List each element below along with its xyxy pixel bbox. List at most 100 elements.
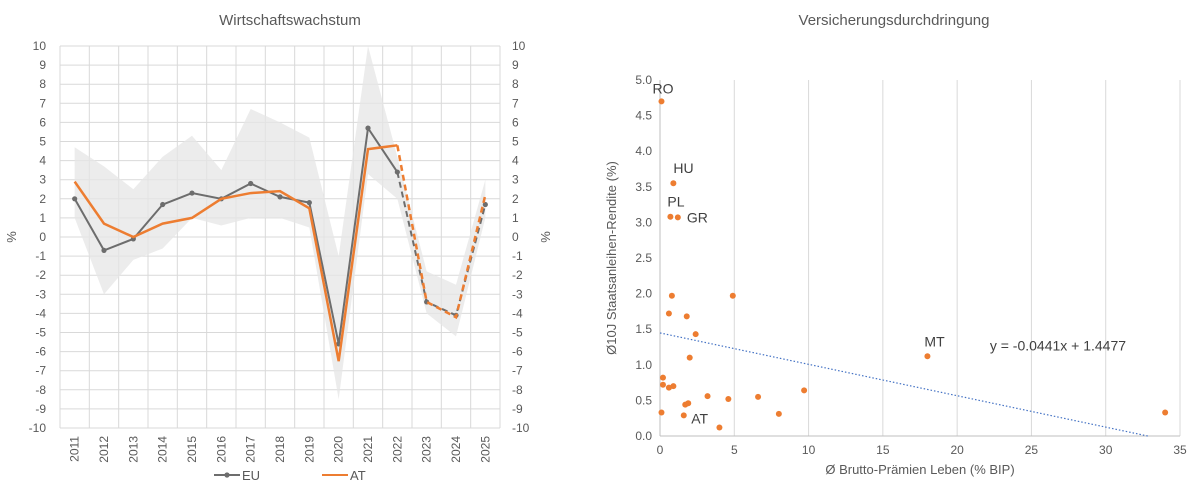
growth-y-axis-label-left: % xyxy=(4,231,19,243)
insurance-y-tick: 4.0 xyxy=(635,144,652,158)
growth-y-tick-right: 3 xyxy=(512,173,519,187)
point-label-gr: GR xyxy=(687,209,708,225)
insurance-x-tick: 30 xyxy=(1099,443,1113,457)
insurance-x-tick: 5 xyxy=(731,443,738,457)
insurance-y-tick: 5.0 xyxy=(635,73,652,87)
insurance-point-hu xyxy=(670,180,677,187)
insurance-x-tick: 15 xyxy=(876,443,890,457)
insurance-x-tick: 10 xyxy=(802,443,816,457)
growth-y-tick-right: -9 xyxy=(512,402,523,416)
growth-x-tick: 2012 xyxy=(97,436,111,463)
growth-point-eu xyxy=(277,194,283,200)
growth-y-tick-right: 0 xyxy=(512,230,519,244)
growth-y-tick-right: -1 xyxy=(512,249,523,263)
growth-point-eu xyxy=(248,180,254,187)
insurance-chart: Versicherungsdurchdringung y = -0.0441x … xyxy=(604,12,1187,477)
growth-point-eu xyxy=(365,125,371,131)
growth-y-tick-right: 6 xyxy=(512,115,519,129)
growth-y-tick-left: -7 xyxy=(35,364,46,378)
insurance-point xyxy=(685,400,692,407)
insurance-y-tick: 3.0 xyxy=(635,215,652,229)
insurance-point xyxy=(775,410,782,417)
growth-y-tick-left: 7 xyxy=(39,96,46,110)
insurance-trendline xyxy=(659,332,1148,437)
insurance-point-mt xyxy=(924,353,931,360)
insurance-point xyxy=(668,292,675,299)
growth-point-eu xyxy=(189,190,195,196)
growth-y-tick-left: 4 xyxy=(39,154,46,168)
insurance-point xyxy=(658,409,665,416)
growth-y-tick-left: -8 xyxy=(35,383,46,397)
insurance-y-tick: 2.5 xyxy=(635,251,652,265)
legend-marker-eu xyxy=(224,472,230,478)
growth-point-eu xyxy=(72,196,78,202)
growth-y-tick-left: -3 xyxy=(35,287,46,301)
growth-series-at-line xyxy=(73,144,398,362)
insurance-point xyxy=(680,412,687,419)
growth-x-tick: 2024 xyxy=(449,436,463,463)
growth-point-eu xyxy=(160,201,166,208)
growth-point-eu xyxy=(101,247,107,253)
legend-label-at: AT xyxy=(350,468,366,482)
insurance-point-ro xyxy=(658,98,665,105)
growth-y-tick-right: 1 xyxy=(512,211,519,225)
growth-y-tick-left: 9 xyxy=(39,58,46,72)
growth-chart-title: Wirtschaftswachstum xyxy=(219,12,361,29)
insurance-y-tick: 1.5 xyxy=(635,322,652,336)
insurance-point xyxy=(725,395,732,402)
point-label-at: AT xyxy=(691,411,708,427)
growth-chart: Wirtschaftswachstum 10 109 98 87 76 65 54 43 32 2… xyxy=(4,12,553,482)
growth-x-tick: 2017 xyxy=(244,436,258,463)
growth-y-tick-left: 8 xyxy=(39,77,46,91)
growth-y-tick-left: -9 xyxy=(35,402,46,416)
insurance-point-gr xyxy=(674,214,681,221)
growth-y-tick-left: 10 xyxy=(33,39,47,53)
growth-range-band xyxy=(74,46,486,400)
growth-x-tick: 2016 xyxy=(214,436,228,463)
growth-y-tick-left: -6 xyxy=(35,345,46,359)
insurance-point xyxy=(692,331,699,338)
insurance-y-tick: 0.0 xyxy=(635,429,652,443)
growth-y-tick-right: 2 xyxy=(512,192,519,206)
insurance-y-tick: 0.5 xyxy=(635,393,652,407)
insurance-y-axis-label: Ø10J Staatsanleihen-Rendite (%) xyxy=(604,161,619,355)
insurance-point xyxy=(659,381,666,388)
growth-y-tick-right: 5 xyxy=(512,135,519,149)
insurance-y-tick: 1.0 xyxy=(635,358,652,372)
point-label-mt: MT xyxy=(924,333,945,349)
insurance-point xyxy=(686,354,693,361)
insurance-point xyxy=(659,374,666,381)
growth-y-tick-right: 4 xyxy=(512,154,519,168)
growth-y-axis-label-right: % xyxy=(538,231,553,243)
insurance-y-tick: 3.5 xyxy=(635,180,652,194)
growth-y-tick-right: -3 xyxy=(512,287,523,301)
growth-point-eu xyxy=(394,169,400,175)
insurance-point xyxy=(729,292,736,299)
growth-y-tick-left: -2 xyxy=(35,268,46,282)
insurance-x-tick: 20 xyxy=(950,443,964,457)
trendline-equation: y = -0.0441x + 1.4477 xyxy=(990,338,1126,354)
point-label-pl: PL xyxy=(667,194,684,210)
growth-y-tick-left: 0 xyxy=(39,230,46,244)
growth-x-tick: 2025 xyxy=(478,436,492,463)
insurance-y-tick: 2.0 xyxy=(635,287,652,301)
growth-y-tick-right: 9 xyxy=(512,58,519,72)
growth-y-tick-right: -5 xyxy=(512,326,523,340)
growth-x-tick: 2015 xyxy=(185,436,199,463)
insurance-x-axis-label: Ø Brutto-Prämien Leben (% BIP) xyxy=(825,462,1014,477)
growth-x-tick: 2019 xyxy=(302,436,316,463)
growth-x-tick: 2023 xyxy=(420,436,434,463)
insurance-point xyxy=(665,310,672,317)
insurance-point xyxy=(665,384,672,391)
growth-y-tick-right: 7 xyxy=(512,96,519,110)
growth-y-tick-left: -5 xyxy=(35,326,46,340)
growth-y-tick-left: 5 xyxy=(39,135,46,149)
growth-y-tick-right: -4 xyxy=(512,306,523,320)
growth-y-tick-right: 10 xyxy=(512,39,526,53)
growth-series-eu-line xyxy=(73,125,399,345)
insurance-point xyxy=(716,424,723,431)
insurance-point xyxy=(755,393,762,400)
insurance-x-tick: 25 xyxy=(1025,443,1039,457)
growth-x-tick: 2021 xyxy=(361,436,375,463)
